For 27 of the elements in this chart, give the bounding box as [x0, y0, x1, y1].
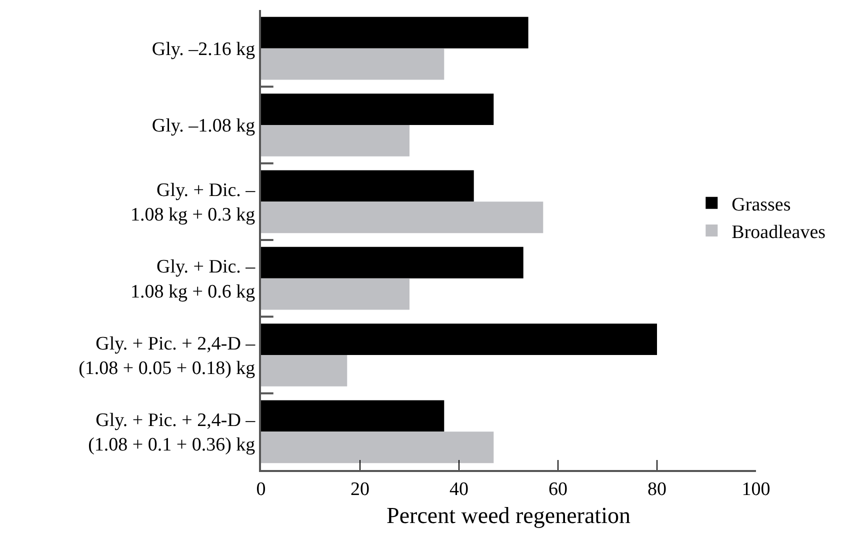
bar: [261, 202, 544, 234]
bar: [261, 432, 494, 464]
bar: [261, 278, 410, 310]
bar: [261, 355, 348, 386]
x-tick-label: 40: [450, 478, 468, 500]
y-tick-label: Gly. –1.08 kg: [152, 116, 256, 137]
y-tick-label: Gly. + Dic. – 1.08 kg + 0.3 kg: [130, 180, 256, 226]
y-tick-label: Gly. + Pic. + 2,4-D – (1.08 + 0.05 + 0.18) kg: [78, 333, 256, 379]
bar: [261, 16, 528, 48]
bar: [261, 94, 494, 125]
x-tick-label: 0: [256, 478, 266, 500]
bar: [261, 125, 410, 156]
x-tick-label: 20: [350, 478, 370, 500]
bar: [261, 48, 444, 80]
bar: [261, 324, 657, 355]
y-tick-label: Gly. + Pic. + 2,4-D – (1.08 + 0.1 + 0.36) kg: [88, 410, 256, 456]
legend-label: Broadleaves: [732, 222, 826, 243]
x-tick-label: 80: [648, 478, 666, 500]
x-axis-title: Percent weed regeneration: [386, 502, 631, 528]
x-tick-label: 100: [742, 478, 770, 500]
y-tick-label: Gly. + Dic. – 1.08 kg + 0.6 kg: [130, 256, 256, 302]
bar: [261, 400, 444, 432]
bar: [261, 246, 524, 278]
bar: [261, 170, 474, 202]
legend-label: Grasses: [732, 194, 791, 216]
y-tick-label: Gly. –2.16 kg: [152, 38, 256, 60]
x-tick-label: 60: [548, 478, 568, 500]
